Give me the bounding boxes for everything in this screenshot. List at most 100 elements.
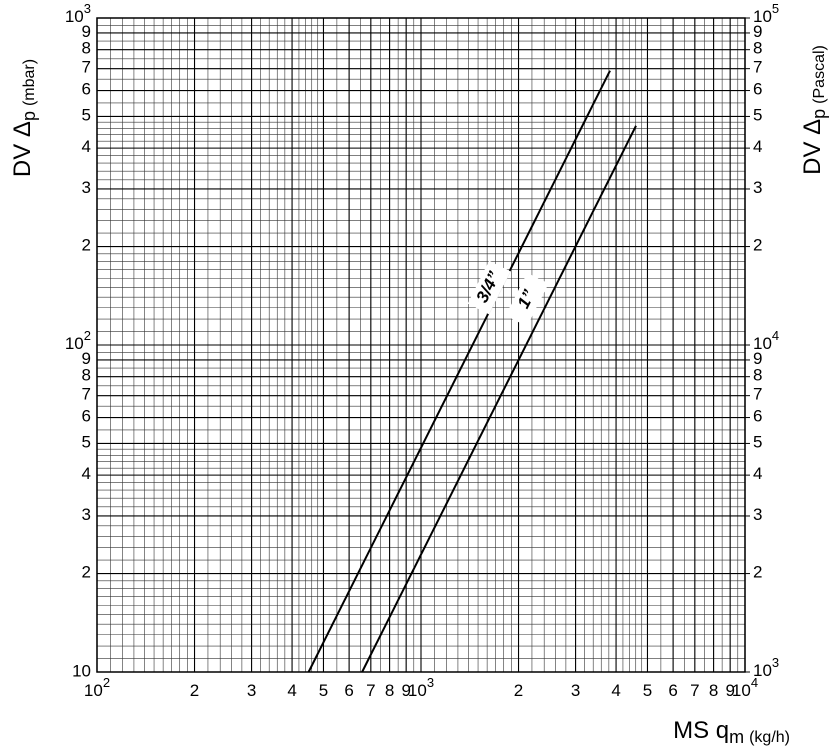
tick-label-base: 5 <box>82 433 91 452</box>
tick-label-base: 2 <box>514 681 523 700</box>
tick-label-exponent: 4 <box>772 328 779 343</box>
y2-tick-label: 8 <box>753 39 762 58</box>
series-label-bg <box>505 272 549 327</box>
y-tick-label: 10 <box>72 661 91 680</box>
tick-label-base: 2 <box>753 236 762 255</box>
series-line <box>361 125 637 673</box>
tick-label-base: 3 <box>571 681 580 700</box>
y2-tick-label: 5 <box>753 433 762 452</box>
axis-title-main: DV Δ <box>799 119 826 175</box>
axis-title-main: DV Δ <box>9 121 36 177</box>
tick-label-base: 3 <box>753 178 762 197</box>
tick-label-base: 6 <box>82 407 91 426</box>
y2-tick-label: 4 <box>753 138 762 157</box>
tick-label-base: 10 <box>732 681 751 700</box>
tick-label-base: 5 <box>319 681 328 700</box>
tick-label-base: 10 <box>408 681 427 700</box>
axis-title-unit: (kg/h) <box>749 729 790 746</box>
y2-tick-label: 7 <box>753 58 762 77</box>
tick-label-base: 8 <box>709 681 718 700</box>
y2-tick-label: 2 <box>753 236 762 255</box>
x-tick-label: 5 <box>643 681 652 700</box>
y-tick-label: 6 <box>82 407 91 426</box>
y-tick-label: 7 <box>82 385 91 404</box>
x-tick-label: 104 <box>732 675 758 700</box>
tick-label-base: 10 <box>65 7 84 26</box>
tick-label-base: 8 <box>82 366 91 385</box>
y2-axis-title: DV Δp (Pascal) <box>799 45 828 175</box>
x-tick-label: 6 <box>668 681 677 700</box>
tick-label-base: 3 <box>247 681 256 700</box>
x-tick-label: 103 <box>408 675 434 700</box>
tick-label-base: 8 <box>753 366 762 385</box>
y2-tick-label: 2 <box>753 563 762 582</box>
tick-label-base: 4 <box>753 465 762 484</box>
x-tick-label: 4 <box>611 681 620 700</box>
y-axis-title: DV Δp (mbar) <box>9 59 38 177</box>
x-tick-label: 2 <box>190 681 199 700</box>
y2-tick-label: 9 <box>753 349 762 368</box>
tick-label-base: 6 <box>753 80 762 99</box>
tick-label-base: 2 <box>82 563 91 582</box>
tick-label-base: 2 <box>82 236 91 255</box>
y-tick-label: 7 <box>82 58 91 77</box>
y-tick-label: 9 <box>82 22 91 41</box>
y-tick-label: 2 <box>82 236 91 255</box>
tick-label-base: 8 <box>385 681 394 700</box>
y-tick-label: 5 <box>82 106 91 125</box>
tick-label-base: 7 <box>753 58 762 77</box>
y-tick-label: 8 <box>82 366 91 385</box>
axis-title-main: MS q <box>673 717 729 744</box>
x-tick-label: 2 <box>514 681 523 700</box>
plot-border <box>96 17 746 673</box>
x-axis-title: MS qm (kg/h) <box>673 717 790 746</box>
tick-label-base: 7 <box>366 681 375 700</box>
tick-label-base: 5 <box>643 681 652 700</box>
tick-label-base: 6 <box>344 681 353 700</box>
y2-tick-label: 7 <box>753 385 762 404</box>
y-tick-label: 8 <box>82 39 91 58</box>
tick-label-base: 5 <box>753 433 762 452</box>
tick-label-base: 3 <box>753 505 762 524</box>
tick-label-base: 9 <box>753 349 762 368</box>
tick-label-base: 10 <box>753 7 772 26</box>
tick-label-base: 10 <box>84 681 103 700</box>
tick-label-base: 2 <box>190 681 199 700</box>
y-tick-label: 102 <box>65 328 91 353</box>
axis-title-unit: (Pascal) <box>811 45 828 104</box>
y-tick-label: 6 <box>82 80 91 99</box>
tick-label-base: 9 <box>82 22 91 41</box>
tick-label-base: 5 <box>82 106 91 125</box>
y-tick-label: 2 <box>82 563 91 582</box>
tick-label-base: 9 <box>725 681 734 700</box>
tick-label-base: 7 <box>690 681 699 700</box>
tick-label-base: 6 <box>668 681 677 700</box>
axis-title-sub: p <box>19 111 39 121</box>
tick-label-exponent: 2 <box>103 675 110 690</box>
axis-title-unit: (mbar) <box>21 59 38 106</box>
x-tick-label: 8 <box>709 681 718 700</box>
x-tick-label: 9 <box>725 681 734 700</box>
tick-label-base: 7 <box>82 58 91 77</box>
y-tick-label: 4 <box>82 138 91 157</box>
y2-tick-label: 6 <box>753 407 762 426</box>
y2-tick-label: 8 <box>753 366 762 385</box>
x-tick-label: 102 <box>84 675 110 700</box>
tick-label-base: 4 <box>82 138 91 157</box>
tick-label-base: 9 <box>82 349 91 368</box>
tick-label-base: 6 <box>753 407 762 426</box>
tick-label-base: 6 <box>82 80 91 99</box>
y2-tick-label: 4 <box>753 465 762 484</box>
tick-label-exponent: 3 <box>772 655 779 670</box>
tick-label-base: 7 <box>82 385 91 404</box>
tick-label-base: 8 <box>753 39 762 58</box>
series-line <box>307 70 611 673</box>
y2-tick-label: 9 <box>753 22 762 41</box>
axis-title-sub: p <box>809 109 829 119</box>
tick-label-base: 4 <box>753 138 762 157</box>
y-tick-label: 5 <box>82 433 91 452</box>
x-tick-label: 7 <box>690 681 699 700</box>
y2-tick-label: 105 <box>753 1 779 26</box>
tick-label-base: 3 <box>82 178 91 197</box>
x-tick-label: 4 <box>287 681 296 700</box>
